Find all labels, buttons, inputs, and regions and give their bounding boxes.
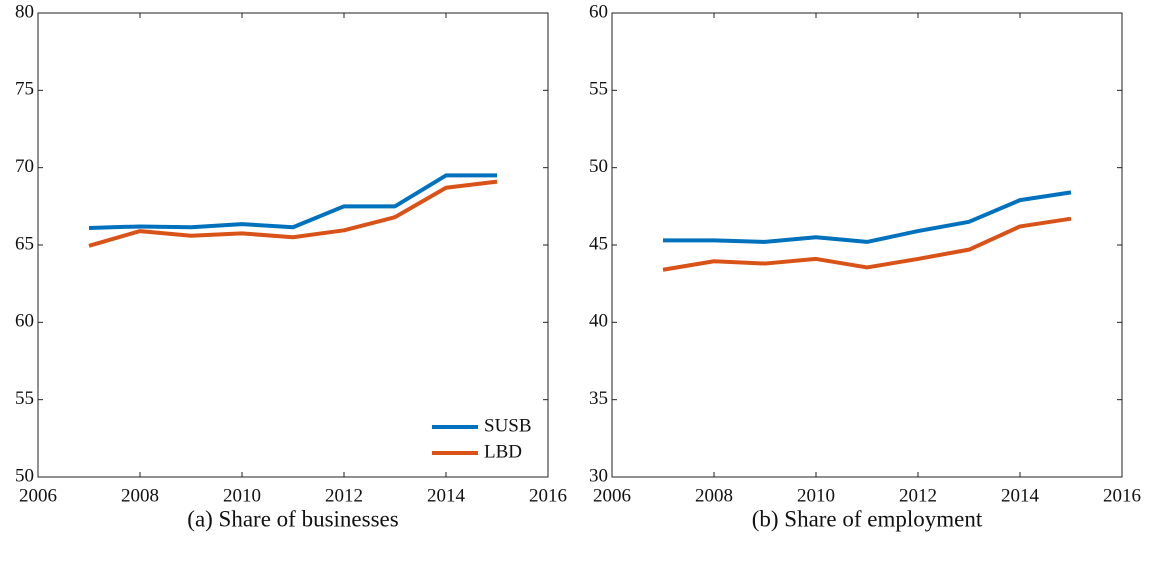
y-tick-label: 45 (589, 233, 608, 254)
y-tick-label: 80 (15, 1, 34, 22)
y-tick-label: 35 (589, 388, 608, 409)
y-tick-label: 75 (15, 79, 34, 100)
series-line (88, 173, 497, 230)
chart-caption: (b) Share of employment (752, 506, 983, 531)
y-tick-label: 40 (589, 311, 608, 332)
series-line (663, 190, 1072, 244)
x-tick-label: 2016 (529, 485, 567, 506)
y-tick-label: 70 (15, 156, 34, 177)
y-tick-label: 65 (15, 233, 34, 254)
x-tick-label: 2010 (223, 485, 261, 506)
y-tick-label: 50 (15, 465, 34, 486)
x-tick-label: 2010 (797, 485, 835, 506)
chart-caption: (a) Share of businesses (187, 506, 398, 531)
x-tick-label: 2012 (325, 485, 363, 506)
y-tick-label: 55 (589, 79, 608, 100)
legend-label: LBD (484, 441, 522, 462)
y-tick-label: 60 (15, 311, 34, 332)
x-tick-label: 2008 (695, 485, 733, 506)
legend-label: SUSB (484, 415, 532, 436)
x-tick-label: 2014 (1001, 485, 1040, 506)
x-tick-label: 2016 (1103, 485, 1141, 506)
x-tick-label: 2006 (19, 485, 57, 506)
series-line (662, 216, 1072, 272)
y-tick-label: 55 (15, 388, 34, 409)
x-tick-label: 2012 (899, 485, 937, 506)
x-tick-label: 2014 (427, 485, 466, 506)
x-tick-label: 2008 (121, 485, 159, 506)
x-tick-label: 2006 (593, 485, 631, 506)
y-tick-label: 50 (589, 156, 608, 177)
plot-frame (611, 12, 1123, 478)
series-line (88, 179, 498, 248)
y-tick-label: 30 (589, 465, 608, 486)
y-tick-label: 60 (589, 1, 608, 22)
plot-frame (37, 12, 549, 478)
